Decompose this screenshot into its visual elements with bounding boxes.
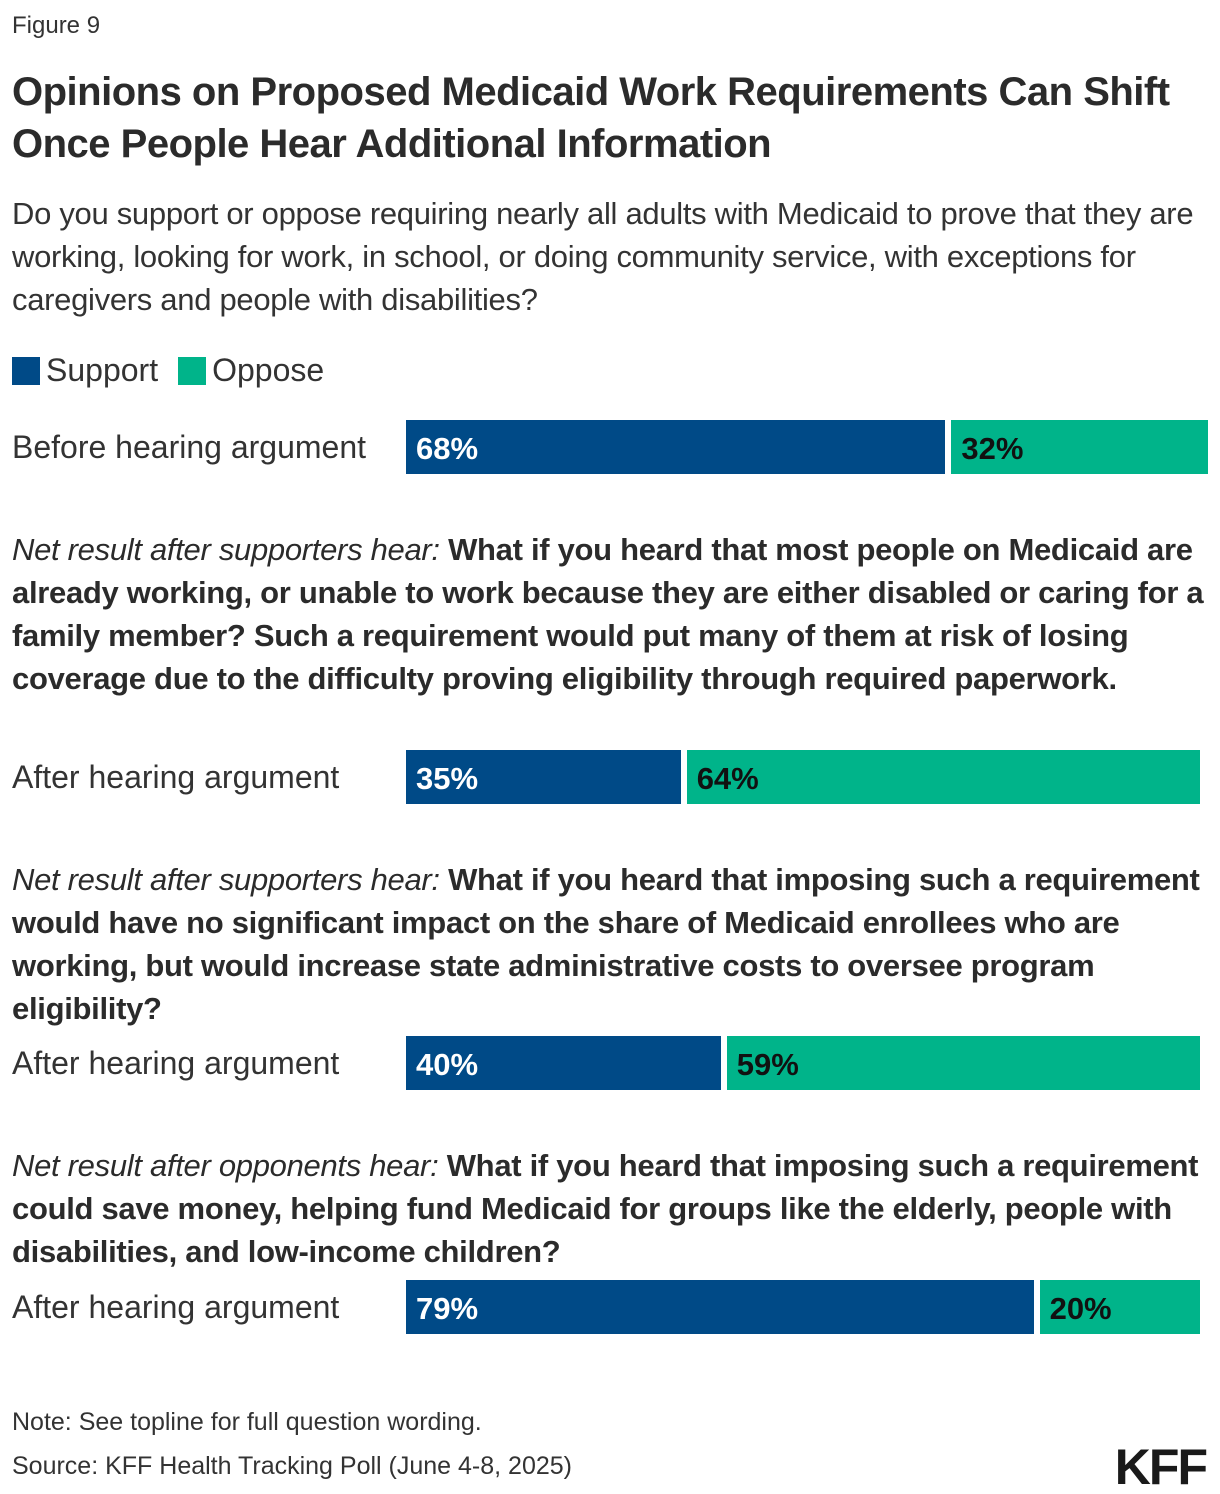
- legend-label: Oppose: [212, 352, 325, 388]
- question-body: What if you heard that imposing such a r…: [12, 1148, 1199, 1269]
- figure-label: Figure 9: [12, 12, 101, 39]
- question-text: Net result after supporters hear: What i…: [12, 858, 1212, 1030]
- legend-item-support: Support: [12, 352, 158, 389]
- legend: Support Oppose: [12, 352, 344, 389]
- bar-track: 79% 20%: [406, 1280, 1208, 1334]
- question-prefix: Net result after supporters hear:: [12, 532, 440, 567]
- question-text: Net result after opponents hear: What if…: [12, 1144, 1212, 1273]
- bar-support: 68%: [406, 420, 946, 474]
- row-label: After hearing argument: [12, 1289, 340, 1325]
- bar-oppose: 64%: [686, 750, 1200, 804]
- question-prefix: Net result after supporters hear:: [12, 862, 440, 897]
- source: Source: KFF Health Tracking Poll (June 4…: [12, 1452, 572, 1480]
- bar-support: 35%: [406, 750, 681, 804]
- bar-oppose: 59%: [726, 1036, 1200, 1090]
- bar-track: 35% 64%: [406, 750, 1208, 804]
- question-text: Net result after supporters hear: What i…: [12, 528, 1212, 700]
- row-label: After hearing argument: [12, 759, 340, 795]
- question-body: What if you heard that imposing such a r…: [12, 862, 1200, 1026]
- legend-swatch-support: [12, 356, 40, 385]
- legend-item-oppose: Oppose: [178, 352, 324, 389]
- legend-label: Support: [46, 352, 159, 388]
- bar-oppose: 20%: [1039, 1280, 1200, 1334]
- bar-row: After hearing argument 79% 20%: [12, 1280, 1208, 1334]
- legend-swatch-oppose: [178, 356, 207, 385]
- bar-row: After hearing argument 35% 64%: [12, 750, 1208, 804]
- kff-logo: KFF: [1114, 1439, 1208, 1494]
- row-label: After hearing argument: [12, 1045, 340, 1081]
- row-label: Before hearing argument: [12, 429, 366, 465]
- chart-title: Opinions on Proposed Medicaid Work Requi…: [12, 70, 1170, 166]
- question-body: What if you heard that most people on Me…: [12, 532, 1204, 696]
- bar-support: 79%: [406, 1280, 1034, 1334]
- chart-subtitle: Do you support or oppose requiring nearl…: [12, 196, 1194, 317]
- question-prefix: Net result after opponents hear:: [12, 1148, 439, 1183]
- bar-row: Before hearing argument 68% 32%: [12, 420, 1208, 474]
- bar-track: 68% 32%: [406, 420, 1208, 474]
- bar-oppose: 32%: [951, 420, 1208, 474]
- bar-track: 40% 59%: [406, 1036, 1208, 1090]
- bar-row: After hearing argument 40% 59%: [12, 1036, 1208, 1090]
- note: Note: See topline for full question word…: [12, 1408, 482, 1436]
- bar-support: 40%: [406, 1036, 721, 1090]
